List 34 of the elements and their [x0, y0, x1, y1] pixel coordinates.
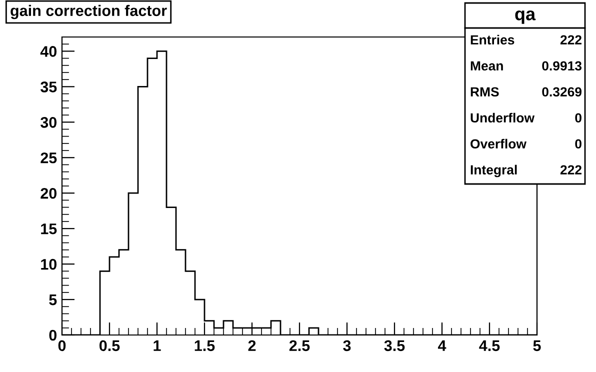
chart-title: gain correction factor — [10, 4, 167, 20]
y-tick-label: 30 — [40, 117, 57, 128]
y-tick-label: 35 — [40, 82, 57, 92]
annotation: RMS — [470, 87, 499, 97]
y-tick-label: 40 — [40, 46, 57, 57]
text: 222 — [560, 165, 582, 174]
x-tick-label: 1 — [154, 340, 161, 351]
text: qa — [515, 10, 536, 24]
annotation: Entries — [470, 34, 514, 45]
text: 0 — [575, 139, 582, 149]
annotation: Mean — [470, 61, 503, 71]
x-tick-label: 3.5 — [384, 340, 405, 352]
annotation: Underflow — [470, 112, 535, 123]
text: 0 — [575, 113, 582, 123]
annotation: Overflow — [470, 138, 526, 149]
x-tick-label: 4.5 — [479, 340, 500, 352]
y-tick-label: 0 — [49, 330, 57, 341]
y-tick-label: 20 — [40, 188, 57, 199]
y-tick-label: 15 — [41, 224, 57, 234]
y-tick-label: 10 — [41, 258, 57, 270]
x-tick-label: 1.5 — [194, 340, 215, 352]
x-tick-label: 0 — [58, 340, 66, 352]
y-tick-label: 5 — [49, 294, 57, 306]
x-tick-label: 2 — [248, 340, 256, 351]
x-tick-label: 4 — [438, 340, 446, 351]
y-tick-label: 25 — [40, 152, 57, 164]
x-tick-label: 5 — [533, 340, 541, 352]
x-tick-label: 3 — [343, 340, 351, 352]
annotation: Integral — [470, 164, 517, 178]
x-tick-label: 2.5 — [289, 340, 310, 352]
text: 0.3269 — [542, 87, 582, 97]
text: 0.9913 — [542, 61, 582, 71]
text: 222 — [560, 35, 582, 44]
x-tick-label: 0.5 — [99, 340, 120, 352]
